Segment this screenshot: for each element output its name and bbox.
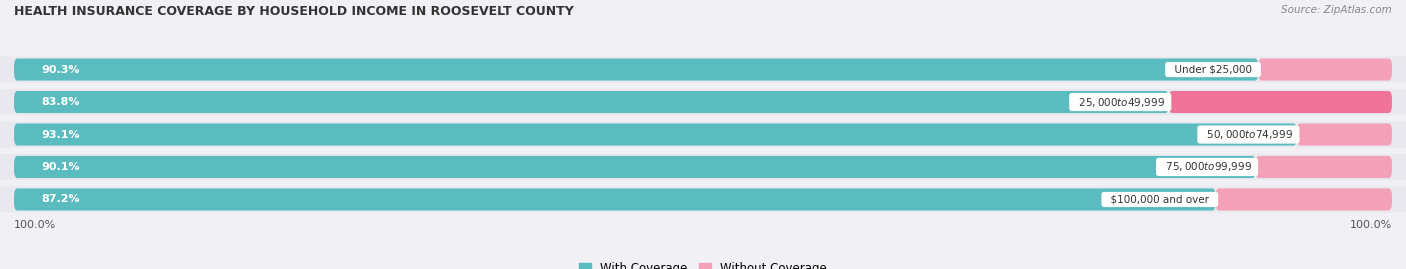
Text: $75,000 to $99,999: $75,000 to $99,999 [1159,161,1256,174]
Text: Source: ZipAtlas.com: Source: ZipAtlas.com [1281,5,1392,15]
Legend: With Coverage, Without Coverage: With Coverage, Without Coverage [574,258,832,269]
Text: $25,000 to $49,999: $25,000 to $49,999 [1071,95,1168,108]
FancyBboxPatch shape [0,56,1406,83]
Text: 90.3%: 90.3% [42,65,80,75]
FancyBboxPatch shape [1168,91,1392,113]
FancyBboxPatch shape [14,123,1296,146]
Text: 93.1%: 93.1% [42,129,80,140]
FancyBboxPatch shape [1256,156,1392,178]
FancyBboxPatch shape [1216,188,1392,211]
FancyBboxPatch shape [0,186,1406,213]
Text: 100.0%: 100.0% [14,220,56,230]
Text: $100,000 and over: $100,000 and over [1104,194,1216,204]
FancyBboxPatch shape [0,89,1406,115]
FancyBboxPatch shape [14,156,1256,178]
Text: $50,000 to $74,999: $50,000 to $74,999 [1199,128,1296,141]
FancyBboxPatch shape [14,91,1168,113]
FancyBboxPatch shape [14,188,1216,211]
Text: 90.1%: 90.1% [42,162,80,172]
Text: Under $25,000: Under $25,000 [1168,65,1258,75]
Text: HEALTH INSURANCE COVERAGE BY HOUSEHOLD INCOME IN ROOSEVELT COUNTY: HEALTH INSURANCE COVERAGE BY HOUSEHOLD I… [14,5,574,18]
Text: 100.0%: 100.0% [1350,220,1392,230]
FancyBboxPatch shape [1296,123,1392,146]
FancyBboxPatch shape [1258,58,1392,81]
Text: 87.2%: 87.2% [42,194,80,204]
FancyBboxPatch shape [14,58,1258,81]
FancyBboxPatch shape [0,122,1406,147]
FancyBboxPatch shape [0,154,1406,180]
Text: 83.8%: 83.8% [42,97,80,107]
